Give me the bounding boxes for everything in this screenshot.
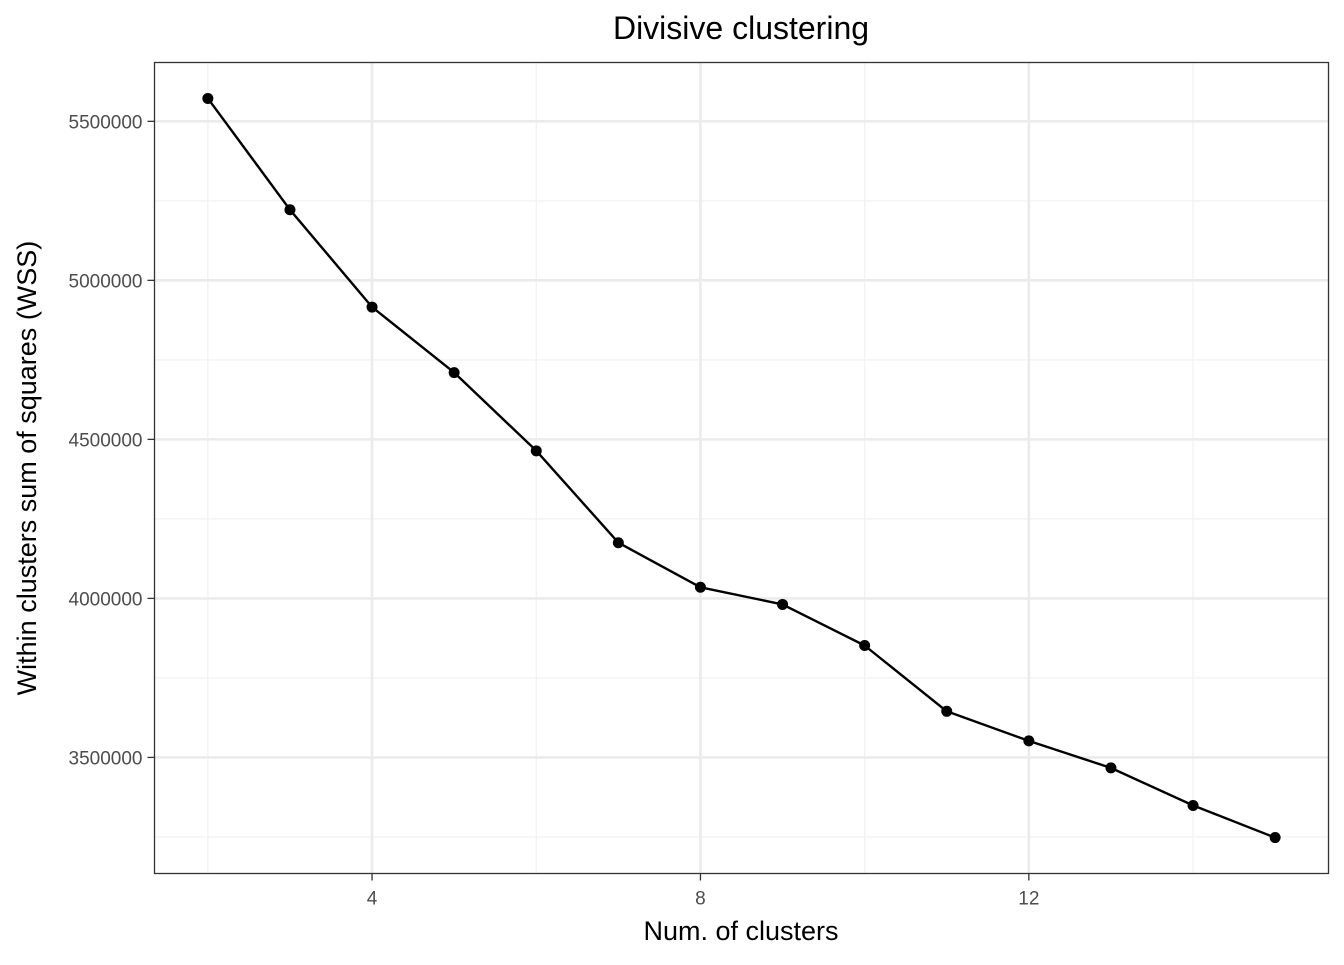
data-point [612, 537, 624, 549]
data-point [777, 598, 789, 610]
minor-gridlines [154, 62, 1329, 874]
y-tick-label: 4500000 [69, 430, 143, 451]
series-line [206, 97, 1276, 839]
data-point [1269, 832, 1281, 844]
major-gridlines [154, 62, 1329, 874]
data-point [202, 92, 214, 104]
chart-title: Divisive clustering [613, 10, 869, 46]
data-point [859, 639, 871, 651]
y-tick-label: 5000000 [69, 271, 143, 292]
x-tick-label: 4 [367, 889, 378, 910]
data-point [694, 581, 706, 593]
y-tick-label: 4000000 [69, 589, 143, 610]
panel-border [153, 61, 1330, 875]
x-tick-label: 8 [695, 889, 706, 910]
y-axis: 3500000 4000000 4500000 5000000 5500000 [69, 112, 155, 769]
data-point [1023, 735, 1035, 747]
data-point [448, 367, 460, 379]
data-point [1105, 762, 1117, 774]
x-tick-label: 12 [1018, 889, 1039, 910]
data-point [1187, 799, 1199, 811]
data-point [284, 204, 296, 216]
data-point [941, 705, 953, 717]
y-tick-label: 5500000 [69, 112, 143, 133]
data-point [366, 301, 378, 313]
data-point [530, 445, 542, 457]
x-axis-title: Num. of clusters [643, 916, 838, 946]
x-axis: 4 8 12 [367, 873, 1039, 910]
y-axis-title: Within clusters sum of squares (WSS) [12, 241, 42, 696]
series-layer [202, 92, 1281, 844]
y-tick-label: 3500000 [69, 748, 143, 769]
